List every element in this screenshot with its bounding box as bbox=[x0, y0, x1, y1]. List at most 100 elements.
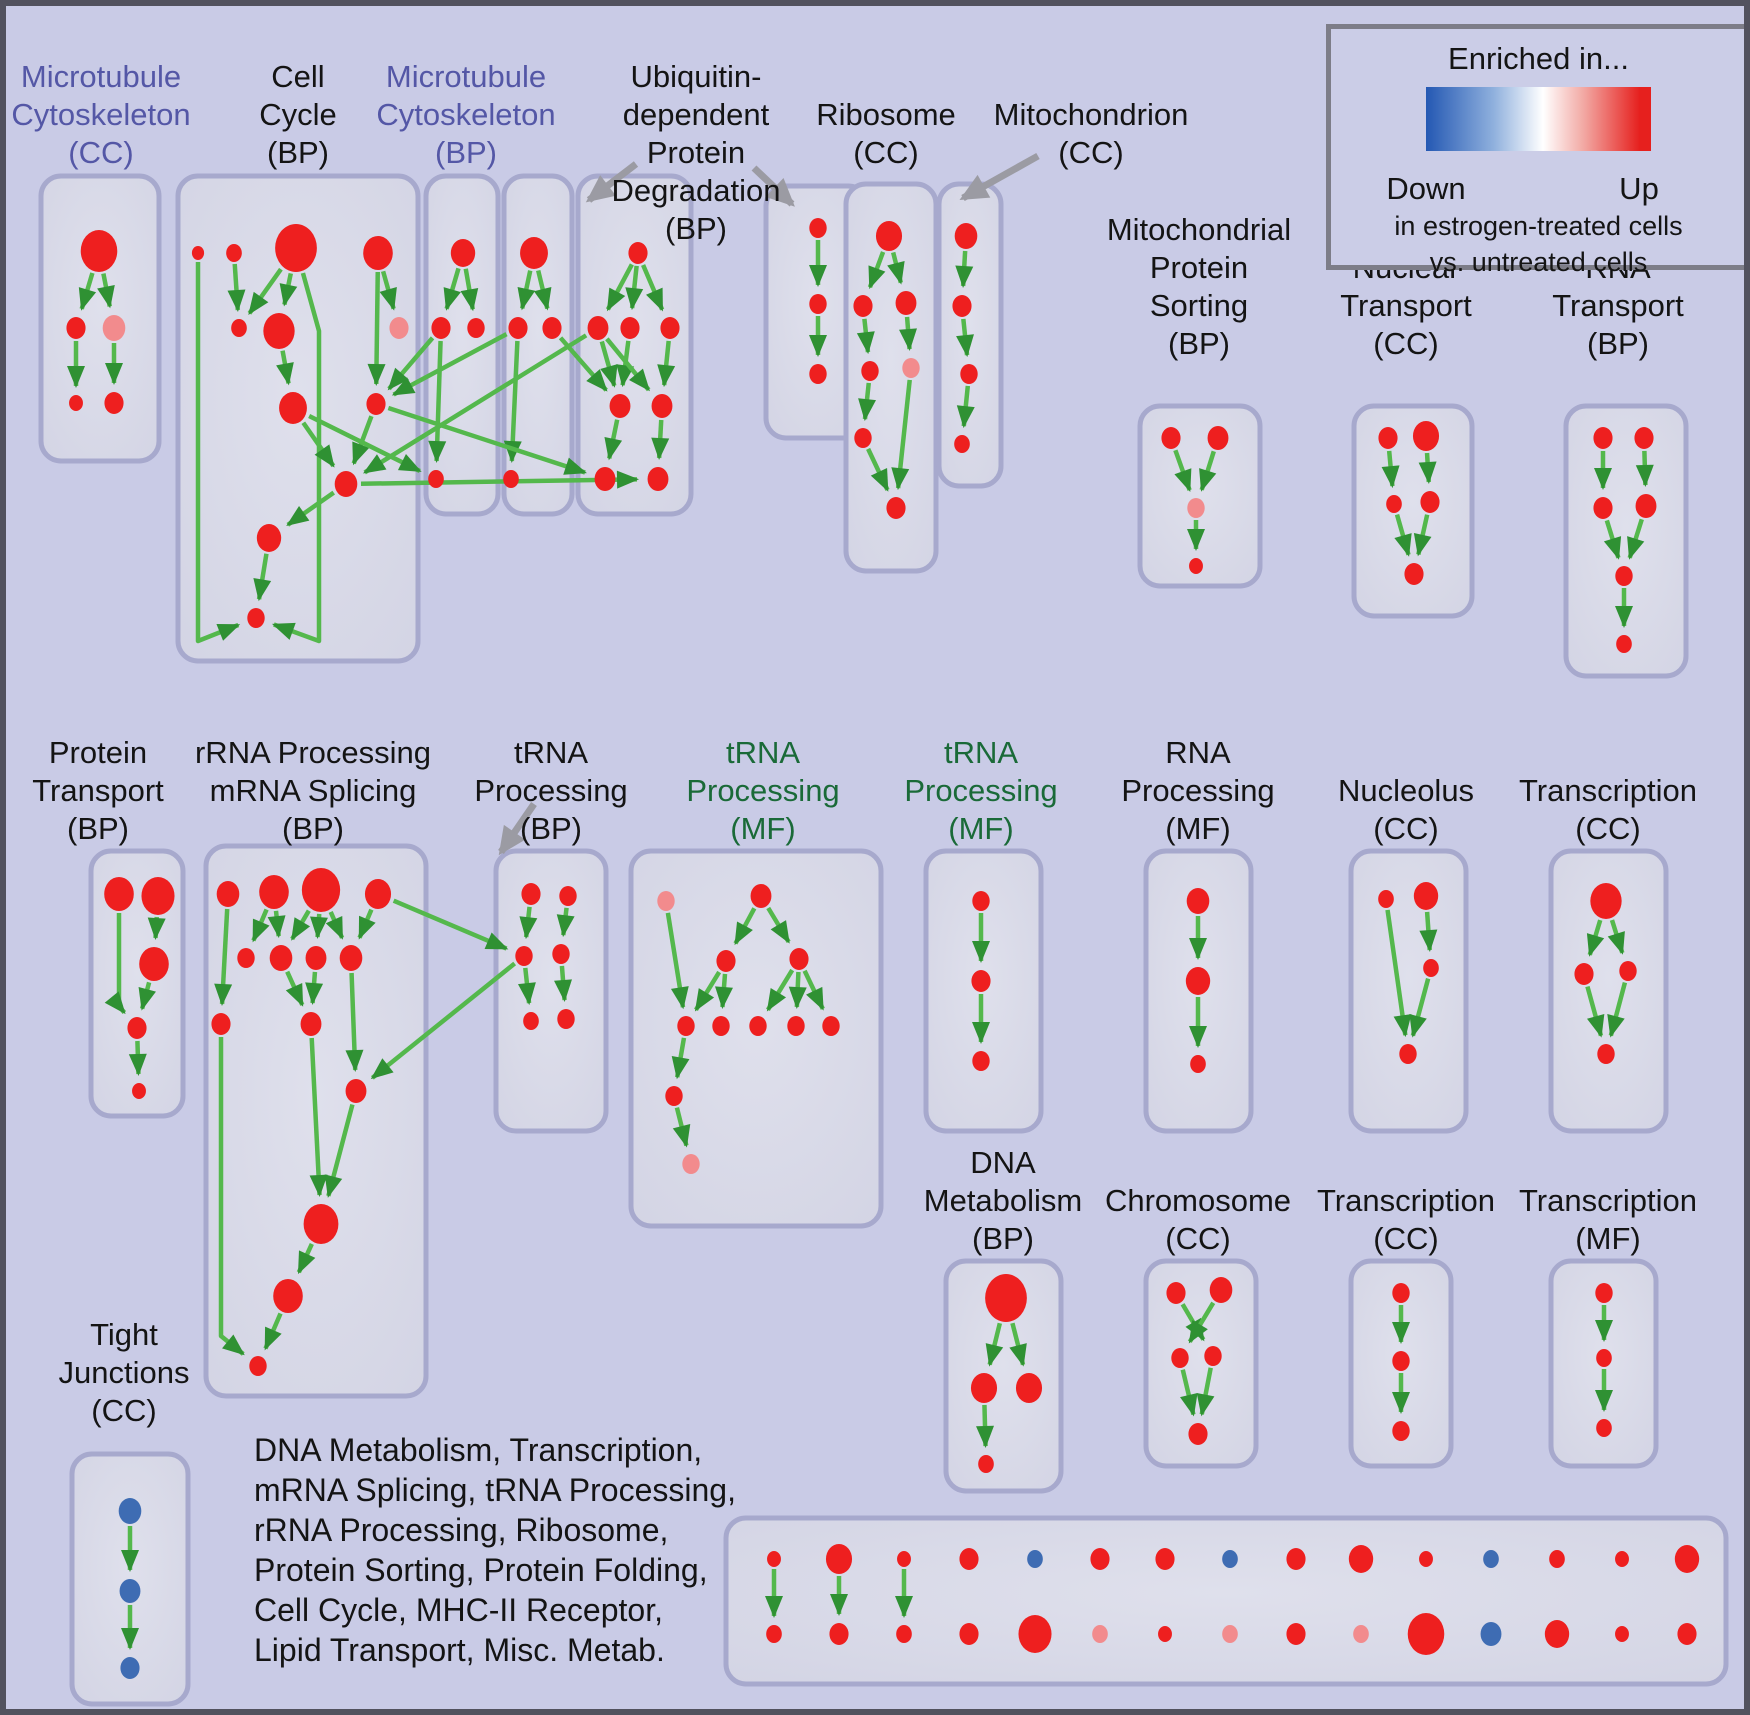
node-cell-cycle-bp-3 bbox=[363, 236, 393, 270]
node-rrna-processing-mrna-splicing-bp-7 bbox=[339, 945, 363, 971]
misc-grid-node-top-3 bbox=[959, 1548, 979, 1570]
node-rna-transport-bp-2 bbox=[1593, 497, 1613, 519]
cluster-label-line: (BP) bbox=[266, 135, 329, 170]
edge bbox=[214, 908, 233, 1007]
edge bbox=[310, 913, 328, 940]
cluster-label-line: Transport bbox=[32, 773, 164, 808]
edge bbox=[1607, 982, 1628, 1038]
cluster-label-transcription-mf: Transcription (MF) bbox=[1519, 1182, 1697, 1258]
node-trna-processing-mf-large-1 bbox=[750, 884, 772, 908]
cluster-label-line: (BP) bbox=[1586, 326, 1649, 361]
edge bbox=[956, 318, 974, 358]
cluster-box-nucleolus-cc bbox=[1348, 848, 1469, 1134]
edge bbox=[138, 981, 156, 1011]
node-dna-metabolism-bp-2 bbox=[1015, 1373, 1043, 1403]
node-transcription-cc-row2-0 bbox=[1590, 883, 1622, 919]
cluster-label-line: Mitochondrial bbox=[1106, 212, 1292, 247]
legend-down-label: Down bbox=[1386, 171, 1466, 206]
edge bbox=[866, 447, 890, 492]
edge bbox=[519, 906, 538, 940]
cluster-label-line: Transcription bbox=[1518, 1183, 1698, 1218]
edge bbox=[147, 916, 166, 941]
node-chromosome-cc-2 bbox=[1171, 1348, 1189, 1368]
misc-grid-node-top-6 bbox=[1155, 1548, 1175, 1570]
misc-grid-node-bottom-1 bbox=[829, 1623, 849, 1645]
edge bbox=[290, 909, 311, 941]
cluster-label-line: Protein bbox=[1149, 250, 1249, 285]
edge bbox=[671, 1037, 690, 1080]
node-ubiquitin-degradation-box-b-6 bbox=[594, 467, 616, 491]
node-mitochondrial-protein-sorting-bp-1 bbox=[1207, 426, 1229, 450]
node-rrna-processing-mrna-splicing-bp-4 bbox=[237, 948, 255, 968]
cluster-label-line: dependent bbox=[622, 97, 770, 132]
cluster-label-line: DNA bbox=[970, 1145, 1036, 1180]
edge bbox=[370, 961, 517, 1080]
edge bbox=[1381, 450, 1400, 489]
misc-grid-node-bottom-11 bbox=[1480, 1622, 1502, 1646]
edge bbox=[218, 1037, 245, 1356]
node-mitochondrion-cc-2 bbox=[960, 364, 978, 384]
misc-grid-node-bottom-2 bbox=[896, 1625, 912, 1643]
node-cell-cycle-bp-0 bbox=[191, 246, 205, 260]
node-cell-cycle-bp-11 bbox=[366, 393, 386, 415]
node-trna-processing-bp-0 bbox=[521, 883, 541, 905]
node-tight-junctions-cc-1 bbox=[119, 1579, 141, 1603]
edge bbox=[308, 413, 422, 474]
node-mitochondrial-protein-sorting-bp-3 bbox=[1189, 558, 1203, 574]
node-rna-processing-mf-2 bbox=[1190, 1055, 1206, 1073]
edge bbox=[651, 419, 670, 461]
node-ubiquitin-degradation-box-c-0 bbox=[809, 218, 827, 238]
node-rrna-processing-mrna-splicing-bp-2 bbox=[301, 868, 341, 912]
node-rrna-processing-mrna-splicing-bp-12 bbox=[273, 1279, 303, 1313]
edge bbox=[1180, 1369, 1198, 1417]
misc-grid-node-top-13 bbox=[1615, 1551, 1629, 1567]
node-ubiquitin-degradation-box-b-5 bbox=[651, 394, 673, 418]
misc-grid-node-bottom-13 bbox=[1615, 1626, 1629, 1642]
edge bbox=[428, 340, 447, 464]
node-rrna-processing-mrna-splicing-bp-13 bbox=[249, 1356, 267, 1376]
node-trna-processing-bp-3 bbox=[552, 944, 570, 964]
node-nuclear-transport-cc-2 bbox=[1386, 495, 1402, 513]
cluster-label-line: Degradation bbox=[611, 173, 781, 208]
edge bbox=[325, 911, 345, 940]
cluster-box-chromosome-cc bbox=[1143, 1258, 1259, 1469]
misc-grid-node-bottom-6 bbox=[1158, 1626, 1172, 1642]
edge bbox=[263, 1312, 283, 1351]
node-rna-transport-bp-5 bbox=[1616, 635, 1632, 653]
edge bbox=[360, 470, 640, 489]
edge bbox=[788, 971, 807, 1010]
edge bbox=[443, 267, 461, 311]
legend-gradient-bar bbox=[1426, 87, 1651, 151]
node-mitochondrial-protein-sorting-bp-0 bbox=[1161, 427, 1181, 449]
edge bbox=[78, 272, 97, 311]
node-rrna-processing-mrna-splicing-bp-8 bbox=[211, 1013, 231, 1035]
cluster-label-line: (BP) bbox=[66, 811, 129, 846]
nodes-layer bbox=[66, 218, 1700, 1679]
edge bbox=[271, 272, 322, 644]
cluster-label-line: (CC) bbox=[68, 135, 134, 170]
edge bbox=[1199, 450, 1217, 492]
cluster-label-line: Mitochondrion bbox=[993, 97, 1189, 132]
cluster-label-line: Protein bbox=[48, 735, 148, 770]
cluster-label-line: Protein bbox=[646, 135, 746, 170]
node-ribosome-cc-2 bbox=[895, 291, 917, 315]
edge bbox=[279, 273, 298, 307]
edge bbox=[1187, 1301, 1216, 1344]
misc-grid-node-top-8 bbox=[1286, 1548, 1306, 1570]
cluster-label-line: Cycle bbox=[259, 97, 337, 132]
cluster-label-line: Metabolism bbox=[923, 1183, 1083, 1218]
node-transcription-cc-row2-3 bbox=[1597, 1044, 1615, 1064]
node-ribosome-cc-0 bbox=[875, 221, 903, 251]
node-ribosome-cc-6 bbox=[886, 497, 906, 519]
node-rna-processing-mf-0 bbox=[1186, 888, 1210, 914]
node-ubiquitin-degradation-box-b-4 bbox=[609, 394, 631, 418]
cluster-label-line: (BP) bbox=[665, 211, 727, 246]
cluster-label-line: tRNA bbox=[513, 735, 589, 770]
node-microtubule-cytoskeleton-cc-1 bbox=[66, 317, 86, 339]
edge bbox=[1635, 450, 1654, 488]
edge bbox=[363, 333, 588, 475]
cluster-label-transcription-cc-row3: Transcription (CC) bbox=[1317, 1182, 1495, 1258]
edge bbox=[672, 1107, 691, 1148]
edge bbox=[1418, 452, 1437, 485]
